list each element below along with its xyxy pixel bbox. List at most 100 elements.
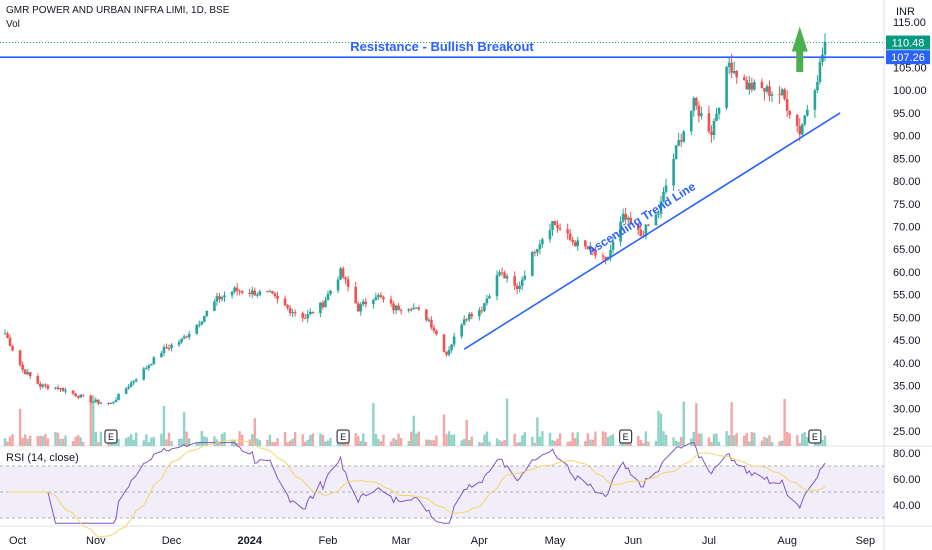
- candle-body: [753, 81, 756, 90]
- candle-body: [44, 384, 47, 386]
- candle-body: [548, 230, 552, 240]
- candle-body: [273, 293, 277, 296]
- candle-body: [644, 224, 648, 237]
- candle-body: [389, 299, 393, 304]
- volume-bar: [778, 441, 781, 446]
- candle-body: [250, 290, 254, 295]
- volume-bar: [54, 431, 57, 446]
- volume-bar: [200, 431, 203, 446]
- volume-bar: [203, 436, 206, 446]
- candle-body: [319, 302, 322, 314]
- candle-body: [707, 113, 711, 132]
- last-price-value: 110.48: [892, 38, 925, 50]
- price-tick-label: 60.00: [893, 267, 921, 279]
- earnings-marker[interactable]: [808, 429, 822, 444]
- time-tick-label: Jul: [702, 535, 716, 547]
- volume-bar: [311, 433, 315, 446]
- candle-body: [478, 310, 481, 317]
- volume-bar: [319, 433, 322, 446]
- volume-bar: [505, 398, 509, 446]
- volume-bar: [515, 442, 519, 446]
- volume-bar: [36, 435, 39, 446]
- volume-bar: [427, 439, 431, 446]
- volume-bar: [730, 402, 733, 446]
- volume-bar: [488, 441, 491, 446]
- candle-body: [240, 291, 244, 293]
- candle-body: [523, 275, 527, 280]
- price-tick-label: 35.00: [893, 381, 921, 393]
- volume-bar: [435, 435, 438, 446]
- candle-body: [288, 307, 292, 313]
- volume-bar: [82, 441, 85, 446]
- price-tick-label: 75.00: [893, 199, 921, 211]
- volume-bar: [463, 438, 466, 446]
- earnings-marker[interactable]: [104, 429, 118, 444]
- volume-bar: [798, 442, 801, 446]
- candle-body: [397, 305, 400, 310]
- candle-body: [700, 113, 703, 117]
- volume-bar: [503, 439, 506, 446]
- volume-bar: [359, 440, 362, 446]
- candle-body: [654, 214, 658, 226]
- candle-body: [134, 379, 138, 382]
- candle-body: [541, 239, 544, 245]
- candle-body: [97, 399, 100, 404]
- candle-body: [813, 90, 817, 110]
- candle-body: [354, 286, 358, 304]
- volume-bar: [657, 410, 660, 446]
- candle-body: [788, 110, 791, 115]
- volume-bar: [301, 434, 304, 446]
- resistance-label: Resistance - Bullish Breakout: [350, 39, 534, 54]
- volume-bar: [548, 432, 552, 446]
- volume-bar: [392, 437, 395, 446]
- candle-body: [692, 97, 696, 111]
- volume-bar: [674, 440, 678, 446]
- volume-bar: [124, 438, 128, 446]
- volume-bar: [707, 437, 711, 446]
- volume-bar: [41, 436, 45, 446]
- volume-bar: [533, 442, 537, 446]
- candle-body: [568, 233, 572, 240]
- volume-bar: [329, 437, 332, 446]
- candle-body: [276, 295, 279, 299]
- candle-body: [218, 296, 221, 300]
- price-tick-label: 50.00: [893, 312, 921, 324]
- candle-body: [725, 66, 728, 108]
- earnings-marker[interactable]: [619, 429, 633, 444]
- volume-bar: [735, 433, 738, 446]
- candle-body: [498, 272, 501, 276]
- candle-body: [460, 324, 463, 337]
- volume-bar: [182, 412, 186, 446]
- candle-body: [551, 221, 554, 231]
- rsi-tick-label: 80.00: [893, 448, 921, 460]
- candle-body: [170, 344, 173, 349]
- volume-bar: [470, 436, 473, 446]
- volume-bar: [268, 434, 272, 446]
- candle-body: [268, 291, 272, 293]
- candle-body: [500, 272, 504, 274]
- candle-body: [629, 217, 633, 224]
- volume-bar: [642, 442, 645, 446]
- candle-body: [659, 201, 663, 214]
- candle-body: [780, 89, 784, 96]
- candle-body: [609, 249, 612, 258]
- earnings-marker[interactable]: [336, 429, 350, 444]
- candle-body: [36, 375, 40, 384]
- candle-body: [611, 241, 615, 250]
- time-tick-label: Nov: [86, 535, 106, 547]
- candle-body: [795, 114, 799, 127]
- candle-body: [308, 311, 312, 315]
- volume-bar: [187, 438, 191, 446]
- candle-body: [165, 347, 168, 349]
- candle-body: [160, 353, 163, 358]
- volume-bar: [717, 441, 721, 446]
- volume-bar: [571, 432, 574, 446]
- rsi-tick-label: 60.00: [893, 474, 921, 486]
- candle-body: [291, 312, 294, 314]
- time-tick-label: Apr: [471, 535, 488, 547]
- candle-body: [26, 372, 30, 375]
- candle-body: [132, 381, 135, 383]
- candle-body: [465, 319, 469, 321]
